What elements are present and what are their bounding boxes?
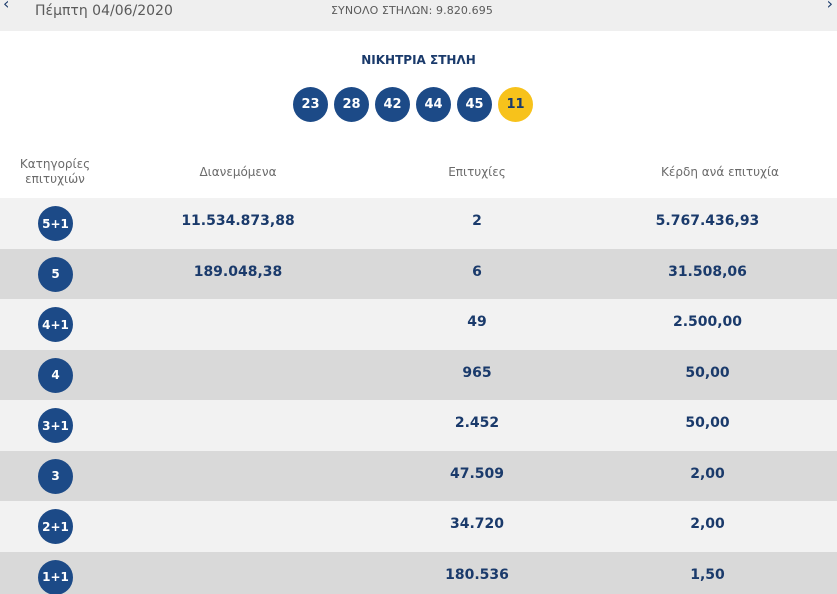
category-badge: 3+1 — [38, 408, 73, 443]
chevron-left-icon[interactable]: ‹ — [3, 0, 10, 13]
wins-count: 2 — [472, 213, 482, 229]
table-row: 5 189.048,38 6 31.508,06 — [0, 248, 837, 299]
chevron-right-icon[interactable]: › — [826, 0, 833, 13]
wins-count: 34.720 — [449, 516, 505, 532]
number-ball: 42 — [375, 87, 410, 122]
joker-ball: 11 — [498, 87, 533, 122]
wins-count: 180.536 — [445, 566, 509, 583]
prize-per-win: 50,00 — [685, 415, 730, 431]
category-badge: 4 — [38, 357, 73, 393]
header-distributed: Διανεμόμενα — [199, 164, 277, 179]
category-badge: 1+1 — [38, 559, 73, 594]
total-columns: ΣΥΝΟΛΟ ΣΤΗΛΩΝ: 9.820.695 — [331, 4, 493, 17]
distributed-amount: 11.534.873,88 — [181, 213, 295, 229]
wins-count: 2.452 — [454, 415, 500, 431]
table-row: 4 965 50,00 — [0, 349, 837, 400]
wins-count: 965 — [462, 364, 492, 381]
header-wins: Επιτυχίες — [448, 164, 506, 179]
table-row: 1+1 180.536 1,50 — [0, 551, 837, 594]
wins-count: 49 — [467, 314, 487, 330]
header-prize: Κέρδη ανά επιτυχία — [661, 164, 779, 179]
category-badge: 5 — [38, 256, 73, 292]
prize-per-win: 31.508,06 — [668, 263, 747, 280]
number-ball: 23 — [293, 87, 328, 122]
prize-table: Κατηγορίες επιτυχιών Διανεμόμενα Επιτυχί… — [0, 146, 837, 594]
prize-per-win: 2,00 — [690, 465, 725, 482]
category-badge: 3 — [38, 458, 73, 494]
wins-count: 47.509 — [449, 465, 505, 482]
prize-per-win: 50,00 — [685, 364, 730, 381]
prize-per-win: 2.500,00 — [672, 314, 743, 330]
wins-count: 6 — [472, 263, 482, 280]
winning-column-title: ΝΙΚΗΤΡΙΑ ΣΤΗΛΗ — [361, 53, 476, 67]
number-ball: 45 — [457, 87, 492, 122]
table-row: 3 47.509 2,00 — [0, 450, 837, 501]
draw-header-bar: ‹ Πέμπτη 04/06/2020 ΣΥΝΟΛΟ ΣΤΗΛΩΝ: 9.820… — [0, 0, 837, 31]
header-category: Κατηγορίες επιτυχιών — [19, 157, 91, 186]
table-row: 3+1 2.452 50,00 — [0, 400, 837, 451]
number-ball: 44 — [416, 87, 451, 122]
distributed-amount: 189.048,38 — [193, 263, 283, 280]
category-badge: 4+1 — [38, 307, 73, 342]
draw-date: Πέμπτη 04/06/2020 — [35, 3, 173, 19]
number-ball: 28 — [334, 87, 369, 122]
table-row: 2+1 34.720 2,00 — [0, 501, 837, 552]
prize-per-win: 5.767.436,93 — [655, 213, 760, 229]
category-badge: 5+1 — [38, 206, 73, 241]
category-badge: 2+1 — [38, 509, 73, 544]
prize-per-win: 2,00 — [690, 516, 725, 532]
table-row: 4+1 49 2.500,00 — [0, 299, 837, 350]
winning-numbers: 23 28 42 44 45 11 — [293, 87, 533, 122]
table-header: Κατηγορίες επιτυχιών Διανεμόμενα Επιτυχί… — [0, 146, 837, 198]
prize-per-win: 1,50 — [690, 566, 725, 583]
table-row: 5+1 11.534.873,88 2 5.767.436,93 — [0, 198, 837, 249]
